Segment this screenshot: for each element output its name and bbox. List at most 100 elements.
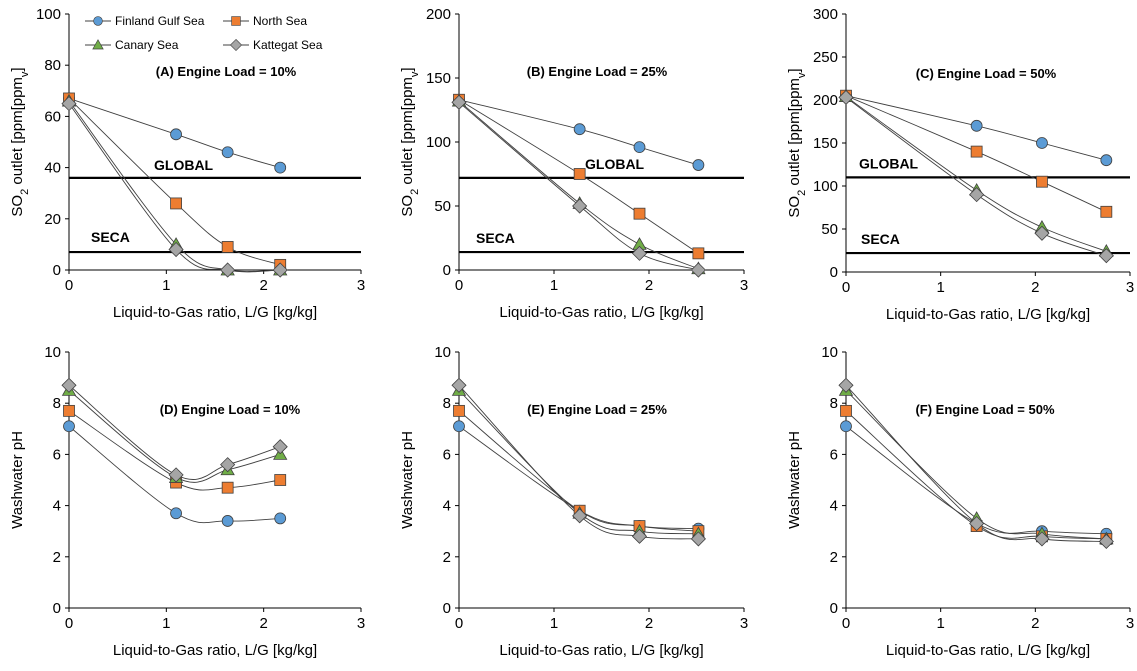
legend-marker: [229, 38, 243, 52]
y-tick-label: 10: [434, 344, 451, 361]
legend-marker: [231, 16, 241, 26]
series-line: [845, 95, 1107, 161]
y-tick-label: 200: [426, 6, 451, 23]
y-tick-label: 50: [434, 198, 451, 215]
data-point: [220, 457, 236, 473]
series-line: [68, 98, 281, 266]
x-tick-label: 1: [550, 277, 558, 294]
x-axis-label: Liquid-to-Gas ratio, L/G [kg/kg]: [113, 304, 317, 321]
y-tick-label: 100: [426, 134, 451, 151]
chart-panel: 0 2 4 6 8 10 0 1 2 3 Liquid-to-Gas ratio, L/G [kg/…: [786, 344, 1134, 659]
y-tick-label: 2: [830, 549, 838, 566]
y-tick-label: 6: [443, 446, 451, 463]
data-point: [61, 377, 77, 393]
y-tick-label: 0: [830, 264, 838, 281]
x-tick-label: 2: [645, 615, 653, 632]
legend-label: North Sea: [253, 14, 307, 28]
legend-label: Finland Gulf Sea: [115, 14, 205, 28]
y-tick-label: 150: [426, 70, 451, 87]
y-tick-label: 4: [443, 498, 451, 515]
data-point: [170, 197, 182, 210]
x-tick-label: 2: [259, 277, 267, 294]
y-axis-label: SO2 outlet [ppm[ppmv]: [9, 67, 31, 216]
y-tick-label: 50: [821, 221, 838, 238]
limit-line-label: SECA: [91, 229, 130, 245]
data-point: [170, 128, 182, 141]
panel-title: (B) Engine Load = 25%: [527, 64, 668, 79]
limit-line-label: GLOBAL: [154, 157, 214, 173]
y-tick-label: 8: [830, 395, 838, 412]
x-tick-label: 2: [645, 277, 653, 294]
y-tick-label: 20: [44, 211, 61, 228]
data-point: [168, 241, 184, 258]
data-point: [1098, 248, 1114, 264]
data-point: [221, 241, 234, 253]
y-tick-label: 0: [830, 600, 838, 617]
x-axis-label: Liquid-to-Gas ratio, L/G [kg/kg]: [113, 642, 317, 659]
data-point: [453, 404, 465, 417]
y-tick-label: 0: [443, 600, 451, 617]
data-point: [1098, 533, 1114, 550]
x-tick-label: 1: [162, 277, 170, 294]
series-line: [845, 384, 1107, 542]
data-point: [633, 207, 646, 220]
y-axis-label: Washwater pH: [9, 431, 26, 529]
x-tick-label: 1: [936, 279, 944, 296]
data-point: [221, 515, 234, 527]
x-tick-label: 3: [1126, 279, 1134, 296]
series-line: [68, 103, 281, 272]
x-tick-label: 3: [1126, 615, 1134, 632]
series-line: [68, 384, 281, 480]
data-point: [970, 119, 983, 132]
data-point: [573, 123, 586, 136]
series-line: [845, 96, 1107, 252]
data-point: [692, 159, 705, 171]
legend-item: Kattegat Sea: [223, 38, 323, 52]
y-tick-label: 80: [44, 57, 61, 74]
data-point: [1034, 531, 1050, 547]
data-point: [221, 481, 234, 494]
y-tick-label: 8: [443, 395, 451, 412]
legend-marker: [92, 39, 104, 50]
panel-title: (D) Engine Load = 10%: [160, 402, 301, 417]
legend-item: Finland Gulf Sea: [85, 14, 205, 28]
chart-panel: 0 2 4 6 8 10 0 1 2 3 Liquid-to-Gas ratio, L/G [kg/…: [399, 344, 748, 659]
x-tick-label: 3: [740, 615, 748, 632]
limit-line-label: GLOBAL: [585, 156, 645, 172]
y-tick-label: 2: [53, 549, 61, 566]
y-tick-label: 4: [53, 498, 61, 515]
series-line: [458, 425, 699, 530]
data-point: [453, 420, 465, 433]
data-point: [1100, 154, 1113, 167]
data-point: [633, 141, 646, 154]
y-tick-label: 10: [44, 344, 61, 361]
y-tick-label: 300: [813, 6, 838, 23]
x-tick-label: 3: [357, 615, 365, 632]
x-axis-label: Liquid-to-Gas ratio, L/G [kg/kg]: [499, 304, 703, 321]
x-tick-label: 2: [259, 615, 267, 632]
x-tick-label: 2: [1031, 615, 1039, 632]
chart-panel: 0 20 40 60 80 100 0 1 2 3 Liquid-to-Gas ratio, L/G…: [9, 6, 365, 321]
series-line: [68, 98, 281, 169]
data-point: [838, 89, 854, 105]
x-tick-label: 0: [842, 615, 850, 632]
x-tick-label: 0: [65, 277, 73, 294]
data-point: [1036, 137, 1048, 149]
series-line: [458, 99, 699, 254]
panel-title: (E) Engine Load = 25%: [527, 402, 667, 417]
data-point: [690, 531, 706, 547]
x-axis-label: Liquid-to-Gas ratio, L/G [kg/kg]: [886, 306, 1090, 323]
data-point: [272, 262, 288, 278]
data-point: [61, 96, 77, 112]
legend: Finland Gulf Sea North Sea Canary Sea Katte…: [85, 14, 323, 52]
series-line: [68, 410, 281, 491]
limit-line-label: SECA: [861, 231, 900, 247]
data-point: [692, 247, 705, 260]
x-tick-label: 0: [455, 615, 463, 632]
y-axis-label: SO2 outlet [ppm[ppmv]: [399, 67, 421, 216]
y-tick-label: 200: [813, 92, 838, 109]
x-tick-label: 0: [65, 615, 73, 632]
x-tick-label: 1: [550, 615, 558, 632]
data-point: [451, 377, 467, 393]
